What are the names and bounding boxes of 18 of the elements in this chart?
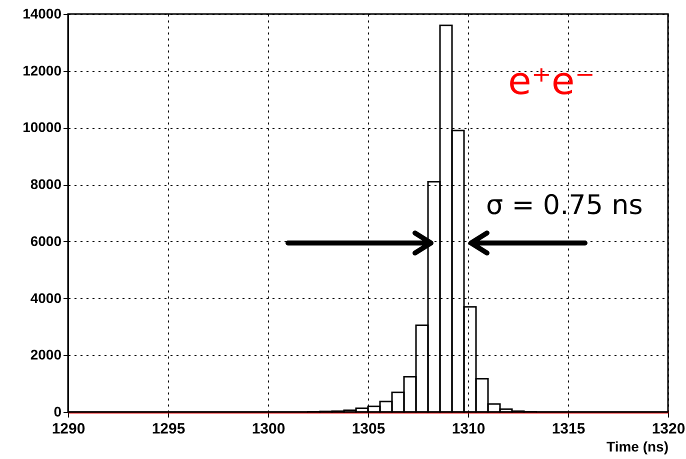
x-tick-label: 1295 xyxy=(152,420,186,438)
x-tick-label: 1315 xyxy=(552,420,586,438)
x-tick-label: 1320 xyxy=(652,420,686,438)
x-tick-label: 1310 xyxy=(452,420,486,438)
y-tick-label: 12000 xyxy=(22,62,62,78)
y-tick-label: 10000 xyxy=(22,119,62,136)
x-axis-title: Time (ns) xyxy=(606,438,668,454)
annotation: σ = 0.75 ns xyxy=(486,190,643,221)
annotation: e⁺e⁻ xyxy=(508,59,595,103)
x-tick-label: 1290 xyxy=(52,420,86,438)
x-tick-label: 1305 xyxy=(352,420,386,438)
y-tick-label: 4000 xyxy=(30,290,62,306)
y-tick-label: 2000 xyxy=(30,346,62,363)
y-tick-label: 6000 xyxy=(30,232,62,249)
y-tick-label: 0 xyxy=(54,404,62,420)
y-tick-label: 14000 xyxy=(22,6,62,22)
y-tick-label: 8000 xyxy=(30,176,62,192)
x-tick-label: 1300 xyxy=(252,420,286,438)
